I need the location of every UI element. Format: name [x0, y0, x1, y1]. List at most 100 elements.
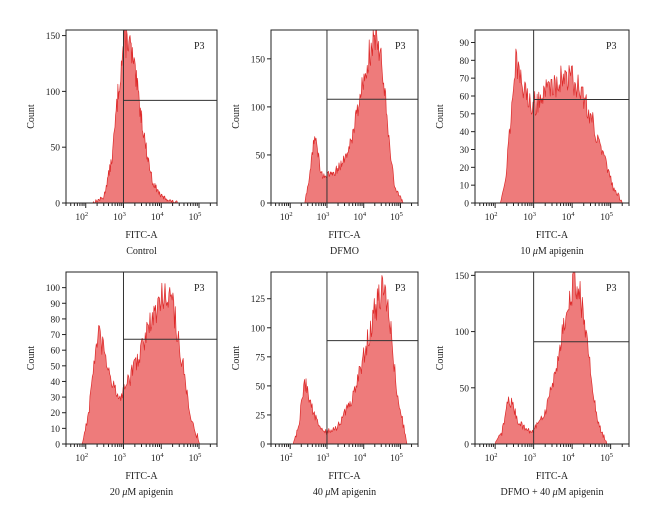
y-tick-label: 50	[460, 384, 470, 394]
chart-panel: P3 0 25 50 75 100 125 102 103 104 105 FITC-A Count 40…	[231, 271, 419, 498]
x-tick-label: 102	[485, 452, 498, 464]
y-tick-label: 0	[260, 200, 265, 210]
x-tick-label: 104	[151, 211, 165, 223]
histogram-series	[494, 271, 608, 445]
y-tick-label: 0	[55, 200, 60, 210]
x-tick-label: 102	[75, 452, 88, 464]
y-tick-label: 30	[460, 146, 470, 156]
chart-panel: P3 0 50 100 150 102 103 104 105 FITC-A Count Contro…	[26, 29, 218, 257]
panel-title: 40 μM apigenin	[313, 487, 376, 498]
chart-panel: P3 0 50 100 150 102 103 104 105 FITC-A Count DFMO	[231, 29, 419, 257]
chart-panel: P3 0 10 20 30 40 50 60 70 80 90 100 102 103 104 105 FITC…	[26, 271, 218, 498]
y-tick-label: 20	[460, 164, 470, 174]
y-tick-label: 70	[51, 331, 61, 341]
x-tick-label: 104	[353, 452, 367, 464]
x-axis-label: FITC-A	[536, 230, 569, 241]
y-tick-label: 150	[46, 32, 61, 42]
y-tick-label: 100	[251, 324, 266, 334]
x-axis-label: FITC-A	[328, 230, 361, 241]
y-tick-label: 90	[51, 300, 61, 310]
y-axis-label: Count	[435, 346, 446, 371]
x-tick-label: 104	[562, 211, 576, 223]
panel-title: DFMO	[330, 246, 359, 257]
y-tick-label: 0	[55, 441, 60, 451]
y-tick-label: 90	[460, 39, 470, 49]
panel-title: 10 μM apigenin	[520, 246, 583, 257]
y-tick-label: 100	[46, 88, 61, 98]
x-tick-label: 102	[280, 452, 293, 464]
chart-panel: P3 0 50 100 150 102 103 104 105 FITC-A Count DFMO +…	[435, 271, 630, 498]
panel-title: DFMO + 40 μM apigenin	[501, 487, 604, 498]
x-tick-label: 102	[280, 211, 293, 223]
histogram-series	[499, 48, 623, 204]
y-tick-label: 150	[455, 272, 470, 282]
y-tick-label: 150	[251, 55, 266, 65]
x-tick-label: 105	[600, 452, 613, 464]
gate-label: P3	[606, 283, 617, 294]
y-tick-label: 10	[460, 182, 470, 192]
y-tick-label: 40	[51, 378, 61, 388]
x-tick-label: 105	[390, 452, 403, 464]
panel-title: 20 μM apigenin	[110, 487, 173, 498]
y-tick-label: 25	[256, 411, 266, 421]
x-tick-label: 102	[75, 211, 88, 223]
y-tick-label: 100	[251, 103, 266, 113]
y-tick-label: 10	[51, 425, 61, 435]
x-tick-label: 103	[523, 452, 536, 464]
y-tick-label: 80	[51, 315, 61, 325]
y-tick-label: 100	[455, 328, 470, 338]
y-tick-label: 0	[464, 200, 469, 210]
x-axis-label: FITC-A	[125, 230, 158, 241]
x-tick-label: 103	[317, 211, 330, 223]
y-tick-label: 50	[256, 151, 266, 161]
y-tick-label: 70	[460, 75, 470, 85]
x-tick-label: 103	[113, 211, 126, 223]
y-tick-label: 100	[46, 284, 61, 294]
x-tick-label: 103	[113, 452, 126, 464]
x-tick-label: 104	[353, 211, 367, 223]
y-tick-label: 60	[460, 92, 470, 102]
y-tick-label: 60	[51, 347, 61, 357]
y-tick-label: 50	[256, 382, 266, 392]
x-tick-label: 103	[317, 452, 330, 464]
y-tick-label: 50	[51, 362, 61, 372]
y-axis-label: Count	[26, 104, 37, 129]
gate-label: P3	[194, 283, 205, 294]
x-tick-label: 103	[523, 211, 536, 223]
histogram-series	[92, 29, 180, 204]
y-tick-label: 0	[464, 441, 469, 451]
y-tick-label: 125	[251, 295, 266, 305]
x-tick-label: 105	[390, 211, 403, 223]
y-tick-label: 50	[51, 144, 61, 154]
y-axis-label: Count	[26, 346, 37, 371]
histogram-series	[81, 282, 201, 445]
x-axis-label: FITC-A	[125, 471, 158, 482]
chart-panel: P3 0 10 20 30 40 50 60 70 80 90 102 103 104 105 FITC-A C…	[435, 29, 630, 257]
y-tick-label: 20	[51, 409, 61, 419]
x-axis-label: FITC-A	[536, 471, 569, 482]
y-tick-label: 75	[256, 353, 266, 363]
histogram-series	[304, 29, 404, 204]
y-axis-label: Count	[231, 346, 242, 371]
x-tick-label: 105	[189, 211, 202, 223]
panel-title: Control	[126, 246, 157, 257]
x-tick-label: 104	[151, 452, 165, 464]
y-axis-label: Count	[231, 104, 242, 129]
y-tick-label: 50	[460, 110, 470, 120]
histogram-series	[292, 275, 408, 445]
gate-label: P3	[395, 283, 406, 294]
y-tick-label: 30	[51, 394, 61, 404]
x-axis-label: FITC-A	[328, 471, 361, 482]
x-tick-label: 102	[485, 211, 498, 223]
y-axis-label: Count	[435, 104, 446, 129]
gate-label: P3	[395, 41, 406, 52]
x-tick-label: 105	[189, 452, 202, 464]
y-tick-label: 0	[260, 441, 265, 451]
y-tick-label: 40	[460, 128, 470, 138]
gate-label: P3	[194, 41, 205, 52]
x-tick-label: 104	[562, 452, 576, 464]
y-tick-label: 80	[460, 57, 470, 67]
x-tick-label: 105	[600, 211, 613, 223]
gate-label: P3	[606, 41, 617, 52]
